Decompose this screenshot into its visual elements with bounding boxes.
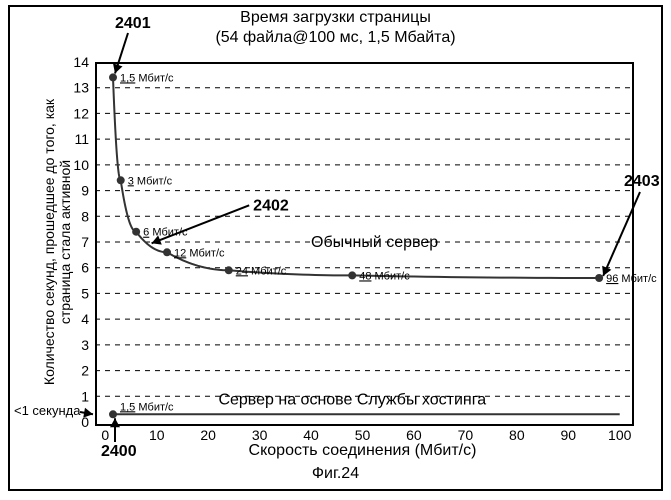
data-point	[595, 274, 603, 282]
y-tick-label: 7	[81, 234, 89, 250]
point-label: 96 Мбит/с	[606, 273, 657, 285]
y-tick-label: 4	[81, 311, 89, 327]
y-tick-label: 14	[73, 54, 89, 70]
figure-caption: Фиг.24	[0, 465, 671, 483]
x-tick-label: 80	[509, 427, 525, 443]
x-tick-label: 40	[303, 427, 319, 443]
point-label: 3 Мбит/с	[128, 175, 173, 187]
point-label: 12 Мбит/с	[174, 247, 225, 259]
y-tick-label: 11	[74, 131, 89, 147]
callout-2403: 2403	[624, 173, 660, 191]
data-point	[348, 271, 356, 279]
x-tick-label: 10	[149, 427, 165, 443]
x-tick-label: 60	[406, 427, 422, 443]
x-tick-label: 70	[458, 427, 474, 443]
x-tick-label: 50	[355, 427, 371, 443]
y-tick-label: 9	[81, 183, 89, 199]
y-tick-label: 5	[81, 285, 89, 301]
point-label: 1,5 Мбит/с	[120, 72, 174, 84]
data-point	[109, 73, 117, 81]
callout-2402: 2402	[253, 197, 289, 214]
y-tick-label: 2	[81, 363, 89, 379]
y-tick-label: 6	[81, 260, 89, 276]
point-label: 48 Мбит/с	[359, 270, 410, 282]
data-point	[117, 176, 125, 184]
series-normal-label: Обычный сервер	[311, 234, 438, 251]
y-tick-label: 3	[81, 337, 89, 353]
data-point	[132, 228, 140, 236]
series-hosting-label: Сервер на основе Службы хостинга	[218, 391, 486, 408]
callout-2401: 2401	[115, 15, 151, 33]
x-axis-label: Скорость соединения (Мбит/с)	[95, 442, 630, 460]
x-tick-label: 20	[200, 427, 216, 443]
callout-2400: 2400	[101, 443, 137, 461]
sub-second-label: <1 секунда	[14, 403, 81, 418]
arrow-2403	[603, 192, 640, 276]
chart-svg: 0123456789101112131401020304050607080901…	[0, 0, 671, 500]
point-label: 24 Мбит/с	[236, 265, 287, 277]
x-tick-label: 100	[608, 427, 632, 443]
y-tick-label: 1	[81, 388, 89, 404]
data-point	[225, 266, 233, 274]
hosting-point-label: 1,5 Мбит/с	[120, 401, 174, 413]
y-tick-label: 10	[73, 157, 89, 173]
arrow-2402	[152, 205, 250, 243]
y-tick-label: 8	[81, 208, 89, 224]
arrow-2400-head	[110, 418, 120, 427]
data-point	[163, 248, 171, 256]
x-tick-label: 90	[560, 427, 576, 443]
y-tick-label: 13	[73, 80, 89, 96]
hosting-first-point	[109, 410, 117, 418]
x-tick-label: 0	[101, 427, 109, 443]
y-tick-label: 12	[73, 105, 89, 121]
x-tick-label: 30	[252, 427, 268, 443]
